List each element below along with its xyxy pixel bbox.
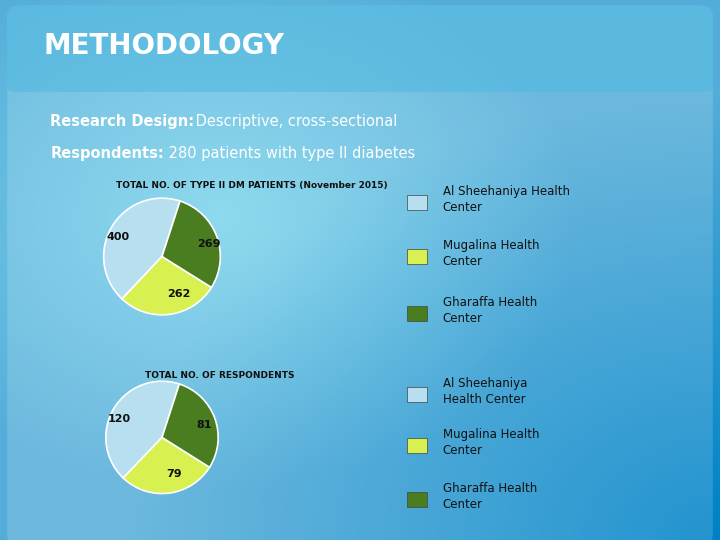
Text: 120: 120 — [107, 414, 130, 424]
Text: Research Design:: Research Design: — [50, 114, 194, 129]
Text: Descriptive, cross-sectional: Descriptive, cross-sectional — [191, 114, 397, 129]
Text: Al Sheehaniya
Health Center: Al Sheehaniya Health Center — [443, 377, 527, 406]
Wedge shape — [104, 198, 180, 299]
Text: TOTAL NO. OF RESPONDENTS: TOTAL NO. OF RESPONDENTS — [145, 371, 294, 380]
Text: Respondents:: Respondents: — [50, 146, 164, 161]
Text: Mugalina Health
Center: Mugalina Health Center — [443, 428, 539, 457]
Text: 280 patients with type II diabetes: 280 patients with type II diabetes — [164, 146, 415, 161]
Text: Gharaffa Health
Center: Gharaffa Health Center — [443, 482, 537, 511]
Text: 262: 262 — [167, 289, 190, 299]
Wedge shape — [122, 256, 212, 315]
Wedge shape — [106, 381, 179, 478]
Text: TOTAL NO. OF TYPE II DM PATIENTS (November 2015): TOTAL NO. OF TYPE II DM PATIENTS (Novemb… — [116, 181, 388, 190]
Bar — [407, 438, 427, 453]
Bar — [407, 195, 427, 210]
Wedge shape — [162, 201, 220, 287]
Text: Mugalina Health
Center: Mugalina Health Center — [443, 239, 539, 268]
Text: 79: 79 — [166, 469, 182, 478]
FancyBboxPatch shape — [7, 5, 713, 540]
Wedge shape — [123, 437, 210, 494]
Bar — [407, 387, 427, 402]
Text: 400: 400 — [107, 232, 130, 242]
Bar — [407, 249, 427, 264]
Text: 269: 269 — [197, 239, 221, 248]
Text: Gharaffa Health
Center: Gharaffa Health Center — [443, 296, 537, 325]
Bar — [407, 492, 427, 507]
FancyBboxPatch shape — [7, 5, 713, 92]
Bar — [407, 306, 427, 321]
Text: METHODOLOGY: METHODOLOGY — [43, 32, 284, 60]
Text: Al Sheehaniya Health
Center: Al Sheehaniya Health Center — [443, 185, 570, 214]
Wedge shape — [162, 384, 218, 467]
Text: 81: 81 — [197, 420, 212, 430]
